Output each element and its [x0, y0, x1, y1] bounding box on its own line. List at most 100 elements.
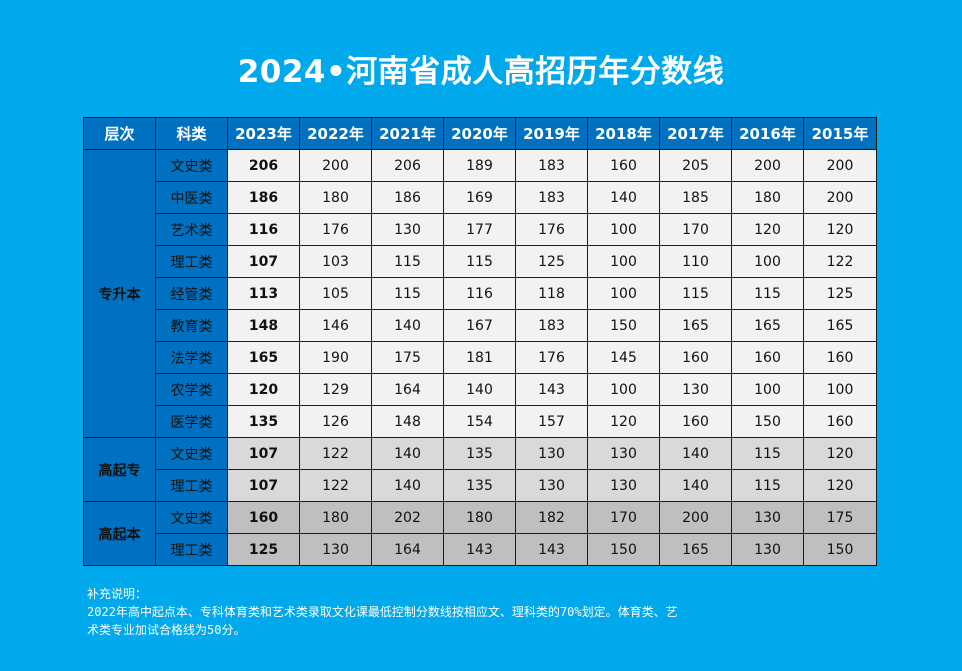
score-cell: 115 [371, 277, 444, 310]
score-cell: 180 [299, 501, 372, 534]
score-cell: 181 [443, 341, 516, 374]
score-cell-latest: 107 [227, 437, 300, 470]
score-cell: 165 [731, 309, 804, 342]
header-cell: 2022年 [299, 117, 372, 150]
score-cell: 125 [803, 277, 877, 310]
score-cell: 150 [587, 533, 660, 566]
score-cell: 100 [587, 213, 660, 246]
score-cell: 186 [371, 181, 444, 214]
header-cell: 2018年 [587, 117, 660, 150]
score-cell: 176 [299, 213, 372, 246]
score-cell: 143 [515, 373, 588, 406]
subject-cell: 艺术类 [155, 213, 228, 246]
score-cell: 140 [659, 469, 732, 502]
subject-cell: 医学类 [155, 405, 228, 438]
score-cell: 190 [299, 341, 372, 374]
score-cell: 180 [443, 501, 516, 534]
score-cell: 115 [371, 245, 444, 278]
score-cell: 129 [299, 373, 372, 406]
score-cell: 182 [515, 501, 588, 534]
table-row: 经管类 113 105 115 116 118 100 115 115 125 [84, 277, 877, 310]
table-header-row: 层次 科类 2023年 2022年 2021年 2020年 2019年 2018… [83, 117, 877, 150]
score-cell: 140 [587, 181, 660, 214]
score-cell: 100 [587, 373, 660, 406]
table-row: 法学类 165 190 175 181 176 145 160 160 160 [84, 341, 877, 374]
score-cell: 169 [443, 181, 516, 214]
subject-cell: 文史类 [155, 501, 228, 534]
level-cell: 高起本 [83, 501, 156, 566]
score-cell: 120 [803, 213, 877, 246]
score-cell: 130 [299, 533, 372, 566]
score-cell: 175 [803, 501, 877, 534]
score-cell-latest: 113 [227, 277, 300, 310]
table-row: 教育类 148 146 140 167 183 150 165 165 165 [84, 309, 877, 342]
score-cell: 110 [659, 245, 732, 278]
header-cell: 科类 [155, 117, 228, 150]
score-cell: 200 [803, 181, 877, 214]
table-row: 理工类 107 103 115 115 125 100 110 100 122 [84, 245, 877, 278]
score-cell: 130 [659, 373, 732, 406]
subject-cell: 理工类 [155, 533, 228, 566]
score-cell-latest: 186 [227, 181, 300, 214]
score-cell: 150 [587, 309, 660, 342]
score-cell: 189 [443, 149, 516, 182]
score-cell: 143 [515, 533, 588, 566]
score-cell: 100 [587, 277, 660, 310]
header-cell: 层次 [83, 117, 156, 150]
table-row: 理工类 107 122 140 135 130 130 140 115 120 [84, 469, 877, 502]
score-cell: 140 [659, 437, 732, 470]
score-cell: 126 [299, 405, 372, 438]
score-cell: 100 [587, 245, 660, 278]
subject-cell: 法学类 [155, 341, 228, 374]
score-cell: 165 [659, 309, 732, 342]
score-cell: 206 [371, 149, 444, 182]
header-cell: 2021年 [371, 117, 444, 150]
score-cell: 160 [731, 341, 804, 374]
score-cell: 177 [443, 213, 516, 246]
score-cell: 165 [803, 309, 877, 342]
score-cell: 164 [371, 373, 444, 406]
score-cell-latest: 107 [227, 469, 300, 502]
score-cell: 146 [299, 309, 372, 342]
score-cell: 100 [731, 245, 804, 278]
score-cell-latest: 206 [227, 149, 300, 182]
score-cell: 130 [731, 533, 804, 566]
score-cell: 140 [371, 437, 444, 470]
header-cell: 2015年 [803, 117, 877, 150]
score-cell: 200 [659, 501, 732, 534]
subject-cell: 中医类 [155, 181, 228, 214]
score-cell: 140 [371, 469, 444, 502]
score-cell-latest: 125 [227, 533, 300, 566]
score-cell: 205 [659, 149, 732, 182]
score-cell: 140 [371, 309, 444, 342]
score-cell: 157 [515, 405, 588, 438]
score-cell: 100 [731, 373, 804, 406]
page-title: 2024•河南省成人高招历年分数线 [237, 54, 725, 90]
header-cell: 2023年 [227, 117, 300, 150]
score-cell: 135 [443, 437, 516, 470]
score-cell: 120 [731, 213, 804, 246]
score-cell: 145 [587, 341, 660, 374]
score-cell: 200 [299, 149, 372, 182]
score-cell-latest: 120 [227, 373, 300, 406]
score-cell: 200 [731, 149, 804, 182]
score-cell: 130 [587, 469, 660, 502]
score-cell: 115 [443, 245, 516, 278]
score-cell: 183 [515, 309, 588, 342]
score-cell: 122 [299, 437, 372, 470]
score-cell: 167 [443, 309, 516, 342]
score-cell-latest: 160 [227, 501, 300, 534]
score-cell: 143 [443, 533, 516, 566]
score-cell: 176 [515, 213, 588, 246]
level-cell: 高起专 [83, 437, 156, 502]
score-cell: 148 [371, 405, 444, 438]
subject-cell: 理工类 [155, 245, 228, 278]
score-cell: 150 [731, 405, 804, 438]
score-cell: 118 [515, 277, 588, 310]
score-cell: 115 [731, 277, 804, 310]
table-row: 医学类 135 126 148 154 157 120 160 150 160 [84, 405, 877, 438]
score-cell: 120 [803, 437, 877, 470]
score-cell-latest: 107 [227, 245, 300, 278]
score-cell: 140 [443, 373, 516, 406]
score-cell: 160 [803, 341, 877, 374]
